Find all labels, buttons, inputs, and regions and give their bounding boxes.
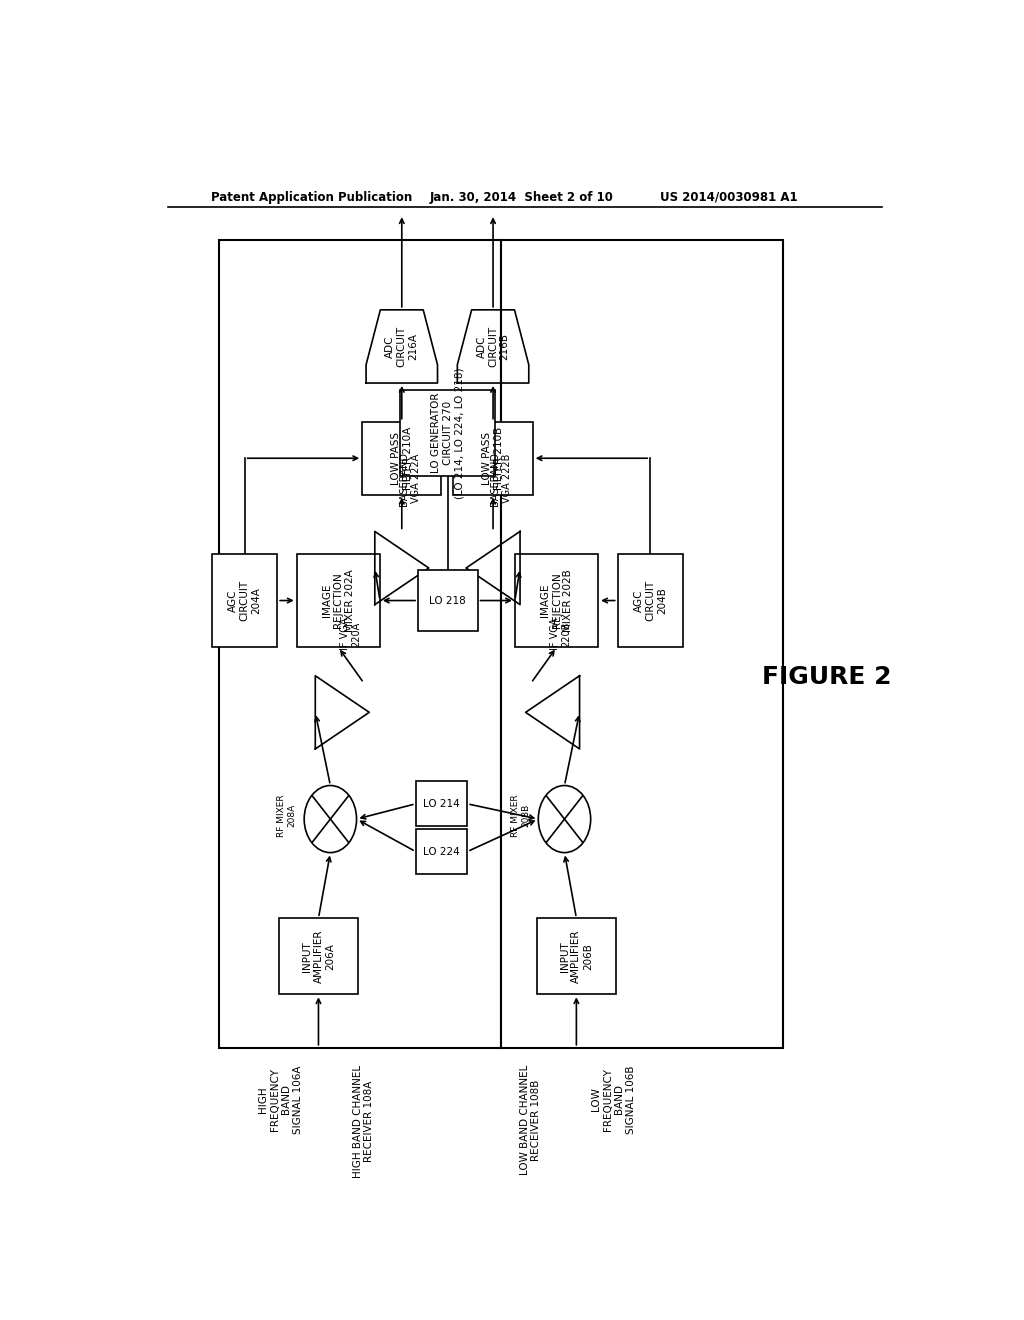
Text: RF MIXER
208A: RF MIXER 208A <box>276 795 296 837</box>
Text: HIGH BAND CHANNEL
RECEIVER 108A: HIGH BAND CHANNEL RECEIVER 108A <box>353 1065 375 1179</box>
Text: IF VGA
220B: IF VGA 220B <box>550 618 571 651</box>
Bar <box>416 829 467 874</box>
Text: INPUT
AMPLIFIER
206A: INPUT AMPLIFIER 206A <box>302 929 335 983</box>
Text: IMAGE
REJECTION
MIXER 202A: IMAGE REJECTION MIXER 202A <box>322 569 355 632</box>
Text: IMAGE
REJECTION
MIXER 202B: IMAGE REJECTION MIXER 202B <box>540 569 573 632</box>
Bar <box>537 919 616 994</box>
Text: ADC
CIRCUIT
216B: ADC CIRCUIT 216B <box>476 326 510 367</box>
Text: AGC
CIRCUIT
204B: AGC CIRCUIT 204B <box>634 579 667 622</box>
Text: INPUT
AMPLIFIER
206B: INPUT AMPLIFIER 206B <box>560 929 593 983</box>
Text: Jan. 30, 2014  Sheet 2 of 10: Jan. 30, 2014 Sheet 2 of 10 <box>430 190 613 203</box>
Bar <box>501 240 782 1048</box>
Text: HIGH
FREQUENCY
BAND
SIGNAL 106A: HIGH FREQUENCY BAND SIGNAL 106A <box>258 1065 303 1134</box>
Text: LOW
FREQUENCY
BAND
SIGNAL 106B: LOW FREQUENCY BAND SIGNAL 106B <box>591 1065 636 1134</box>
Bar <box>515 554 598 647</box>
Text: LO 218: LO 218 <box>429 595 466 606</box>
Text: RF MIXER
208B: RF MIXER 208B <box>511 795 530 837</box>
Bar <box>212 554 278 647</box>
Text: LOW PASS
FILTER 210B: LOW PASS FILTER 210B <box>482 426 504 490</box>
Bar <box>297 554 380 647</box>
Text: BASEBAND
VGA 222A: BASEBAND VGA 222A <box>399 451 421 506</box>
Text: Patent Application Publication: Patent Application Publication <box>211 190 413 203</box>
Text: LO GENERATOR
CIRCUIT 270
(LO 214, LO 224, LO 218): LO GENERATOR CIRCUIT 270 (LO 214, LO 224… <box>431 367 465 499</box>
Text: IF VGA
220A: IF VGA 220A <box>340 618 361 651</box>
Text: FIGURE 2: FIGURE 2 <box>762 665 891 689</box>
Bar <box>400 389 496 477</box>
Bar <box>219 240 501 1048</box>
Bar <box>454 421 532 495</box>
Text: LOW PASS
FILTER 210A: LOW PASS FILTER 210A <box>391 426 413 490</box>
Bar <box>416 781 467 826</box>
Text: AGC
CIRCUIT
204A: AGC CIRCUIT 204A <box>228 579 261 622</box>
Text: LO 214: LO 214 <box>423 799 460 809</box>
Bar <box>279 919 358 994</box>
Bar <box>617 554 683 647</box>
Text: ADC
CIRCUIT
216A: ADC CIRCUIT 216A <box>385 326 419 367</box>
Bar <box>418 570 477 631</box>
Bar <box>362 421 441 495</box>
Text: LO 224: LO 224 <box>423 846 460 857</box>
Text: LOW BAND CHANNEL
RECEIVER 108B: LOW BAND CHANNEL RECEIVER 108B <box>519 1065 541 1175</box>
Text: BASEBAND
VGA 222B: BASEBAND VGA 222B <box>490 451 512 506</box>
Text: US 2014/0030981 A1: US 2014/0030981 A1 <box>659 190 798 203</box>
